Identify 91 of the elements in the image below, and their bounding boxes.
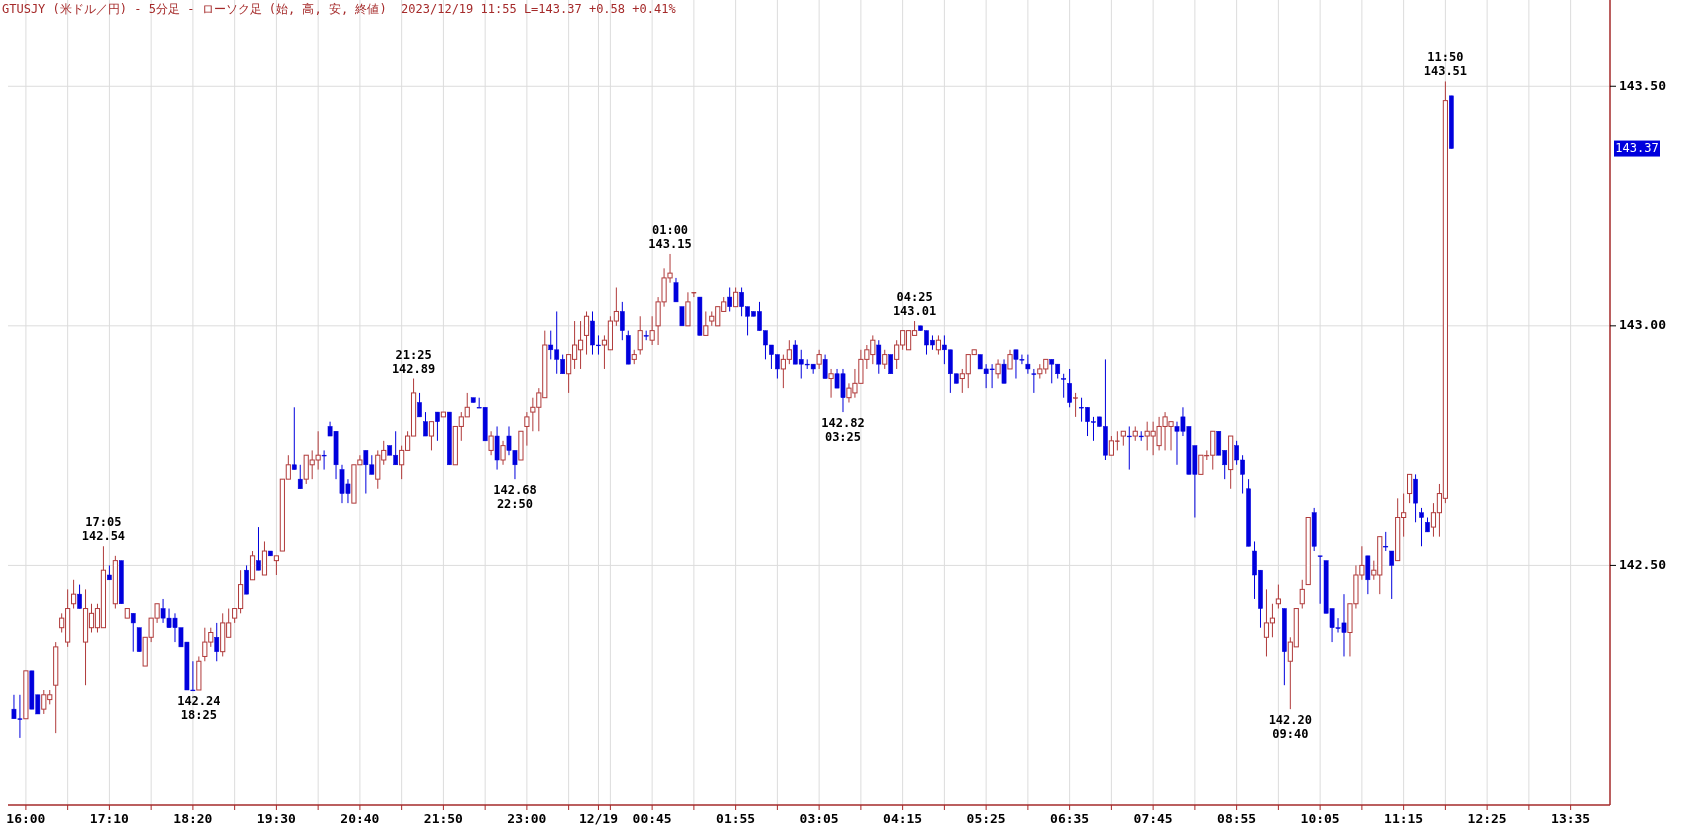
candlestick — [733, 287, 739, 308]
x-tick-label: 06:35 — [1050, 811, 1090, 826]
candlestick — [321, 449, 327, 471]
x-tick-label: 19:30 — [256, 811, 297, 826]
candlestick — [130, 612, 136, 653]
candlestick — [1413, 473, 1418, 523]
candlestick — [1061, 373, 1067, 399]
x-tick-label: 07:45 — [1133, 811, 1173, 826]
candlestick — [244, 564, 249, 595]
x-tick-label: 12/19 — [578, 811, 619, 826]
candlestick — [1317, 555, 1323, 605]
candlestick — [1001, 358, 1007, 384]
candlestick — [679, 306, 685, 327]
x-tick-label: 16:00 — [6, 811, 46, 826]
annotation: 142.82 03:25 — [821, 416, 865, 445]
annotation: 21:25 142.89 — [391, 347, 436, 376]
x-tick-label: 17:10 — [89, 811, 130, 826]
annotation: 04:25 143.01 — [892, 290, 937, 319]
candlestick — [77, 584, 82, 610]
candlestick — [691, 291, 697, 298]
x-tick-label: 13:35 — [1551, 811, 1591, 826]
candlestick — [822, 354, 828, 380]
candlestick — [649, 315, 655, 346]
candlestick — [1419, 507, 1424, 547]
x-tick-label: 18:20 — [173, 811, 213, 826]
x-tick-label: 00:45 — [632, 811, 672, 826]
candlestick — [1299, 579, 1305, 610]
candlestick — [273, 555, 279, 576]
annotation: 142.20 09:40 — [1268, 713, 1312, 742]
candlestick — [1073, 392, 1078, 418]
candlestick — [488, 430, 494, 456]
candlestick — [882, 349, 888, 370]
candlestick — [727, 287, 733, 312]
candlestick — [291, 406, 297, 471]
candlestick — [673, 277, 679, 303]
x-tick-label: 23:00 — [507, 811, 547, 826]
x-tick-label: 20:40 — [340, 811, 380, 826]
candlestick — [417, 392, 422, 418]
y-tick-label: 143.50 — [1619, 77, 1667, 93]
candlestick — [1407, 473, 1413, 504]
x-tick-label: 11:15 — [1384, 811, 1424, 826]
candlestick — [1383, 531, 1389, 552]
candlestick — [888, 354, 894, 375]
candlestick — [435, 411, 440, 442]
candlestick — [619, 301, 625, 341]
candlestick — [1365, 555, 1371, 595]
x-tick-label: 10:05 — [1300, 811, 1340, 826]
candlestick — [71, 579, 77, 610]
candlestick — [685, 291, 691, 327]
candlestick — [261, 540, 268, 576]
x-tick-label: 01:55 — [716, 811, 756, 826]
candlestick — [1031, 368, 1037, 394]
candlestick — [494, 425, 500, 471]
candlestick — [583, 310, 590, 356]
candlestick — [297, 464, 303, 490]
x-tick-label: 03:05 — [799, 811, 839, 826]
price-tag: 143.37 — [1614, 140, 1660, 157]
candlestick — [249, 550, 256, 581]
candlestick — [136, 627, 142, 653]
candlestick — [828, 368, 834, 399]
candlestick — [214, 622, 220, 662]
candlestick — [876, 339, 882, 375]
annotation: 17:05 142.54 — [81, 515, 126, 544]
candlestick — [423, 411, 428, 437]
candlestick — [500, 440, 506, 466]
candlestick — [428, 421, 435, 451]
x-tick-label: 08:55 — [1217, 811, 1257, 826]
annotation: 142.24 18:25 — [177, 694, 221, 722]
annotation: 01:00 143.15 — [648, 222, 692, 251]
candlestick — [1025, 354, 1031, 375]
candlestick — [256, 526, 261, 571]
candlestick — [1067, 368, 1072, 408]
y-tick-label: 143.00 — [1619, 317, 1667, 333]
x-tick-label: 05:25 — [966, 811, 1006, 826]
annotation: 11:50 143.51 — [1423, 50, 1468, 79]
candlestick — [935, 334, 942, 356]
candlestick — [1275, 584, 1281, 610]
x-tick-label: 12:25 — [1467, 811, 1507, 826]
candlestick — [995, 358, 1001, 380]
candlestick — [524, 411, 530, 447]
candlestick — [816, 349, 822, 370]
chart-title: GTUSJY (米ドル／円) - 5分足 - ローソク足 (始, 高, 安, 終値) 2023/12/19 11:55 L=143.37 +0.58 +0.41% — [2, 2, 677, 16]
x-tick-label: 21:50 — [423, 811, 464, 826]
x-tick-label: 04:15 — [883, 811, 923, 826]
y-tick-label: 142.50 — [1619, 556, 1667, 572]
candlestick — [637, 315, 643, 356]
candlestick — [1389, 550, 1395, 600]
candlestick — [1126, 425, 1132, 471]
candlestick — [1007, 349, 1013, 370]
annotation: 142.68 22:50 — [493, 483, 537, 512]
candlestick — [703, 310, 709, 336]
